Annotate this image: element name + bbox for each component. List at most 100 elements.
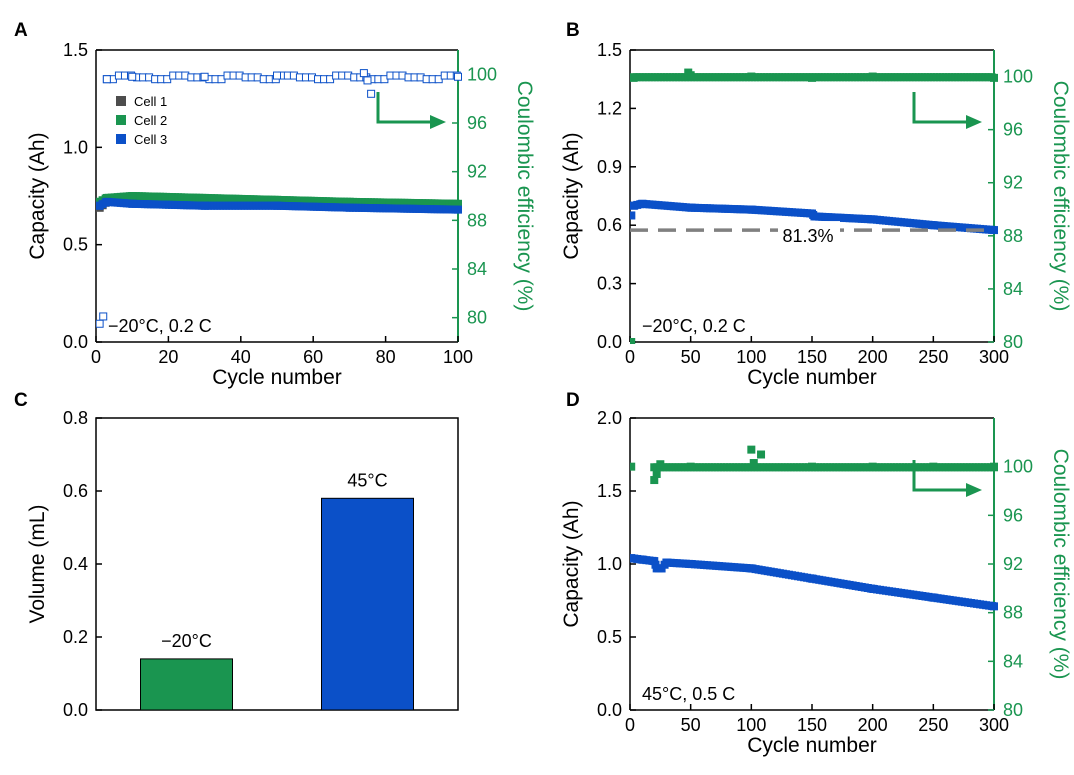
ce-point	[102, 75, 111, 84]
y-tick-label: 0.2	[63, 627, 88, 647]
x-tick-label: 200	[858, 347, 888, 367]
ce-point	[656, 460, 665, 469]
capacity-series-cell-3	[96, 197, 462, 214]
capacity-series-capacity	[630, 199, 998, 235]
y2-tick-label: 92	[1003, 554, 1023, 574]
ce-point	[650, 476, 659, 485]
ce-point	[686, 462, 695, 471]
ce-point	[868, 462, 877, 471]
capacity-point	[454, 199, 462, 208]
ce-point	[652, 469, 661, 478]
capacity-point	[638, 555, 647, 564]
x-tick-label: 0	[91, 347, 101, 367]
panel-d: D 0 50 100 150 200 250 300 0.0 0.5 1.0 1.5 2.0 80 84 88…	[560, 390, 1072, 757]
y-axis-title: Capacity (Ah)	[26, 132, 49, 259]
x-tick-label: 100	[736, 715, 766, 735]
data-layer	[96, 69, 462, 328]
y2-tick-label: 100	[467, 64, 497, 84]
ce-point	[200, 72, 209, 81]
y-tick-label: 0.4	[63, 554, 88, 574]
capacity-point	[990, 226, 998, 235]
y2-tick-label: 92	[467, 162, 487, 182]
capacity-point	[657, 564, 666, 573]
legend-label: Cell 1	[134, 94, 167, 109]
y2-axis-title: Coulombic efficiency (%)	[1049, 81, 1072, 312]
ce-point	[990, 462, 998, 471]
bar	[140, 658, 233, 711]
x-tick-label: 60	[303, 347, 323, 367]
y-tick-label: 0.9	[597, 157, 622, 177]
x-tick-label: 0	[625, 715, 635, 735]
capacity-point	[345, 197, 354, 206]
legend: Cell 1 Cell 2 Cell 3	[116, 94, 167, 147]
ce-point	[128, 72, 137, 81]
ce-point	[749, 459, 758, 468]
panel-letter: B	[566, 20, 580, 41]
capacity-point	[747, 205, 756, 214]
x-tick-label: 50	[681, 347, 701, 367]
ce-series	[630, 68, 998, 344]
retention-label-bg	[778, 221, 840, 244]
capacity-point	[630, 554, 636, 563]
legend-label: Cell 2	[134, 113, 167, 128]
y-tick-label: 0.0	[63, 332, 88, 352]
axis-arrow-head	[430, 115, 446, 129]
y-tick-label: 0.3	[597, 274, 622, 294]
x-tick-label: 100	[736, 347, 766, 367]
ce-point	[757, 450, 766, 459]
y-tick-label: 0.8	[63, 408, 88, 428]
condition-label: 45°C, 0.5 C	[642, 684, 735, 704]
capacity-point	[652, 564, 661, 573]
ce-point	[686, 71, 695, 80]
y2-tick-label: 80	[467, 308, 487, 328]
x-tick-label: 80	[376, 347, 396, 367]
y-tick-label: 0.0	[597, 700, 622, 720]
ce-point	[747, 445, 756, 454]
legend-label: Cell 3	[134, 132, 167, 147]
condition-label: −20°C, 0.2 C	[642, 316, 746, 336]
ce-point	[630, 462, 636, 471]
capacity-point	[273, 195, 281, 204]
y-tick-label: 0.5	[63, 235, 88, 255]
panel-letter: A	[14, 20, 28, 41]
axis-arrow-head	[966, 483, 982, 497]
bar	[321, 497, 414, 711]
legend-marker	[116, 134, 126, 144]
panel-a: A 0 20 40 60 80 100 0.0 0.5 1.0 1.5 80 84 88 92 96 100 Cy…	[14, 20, 536, 389]
panel-letter: C	[14, 390, 28, 411]
x-axis-title: Cycle number	[747, 734, 877, 757]
y2-tick-label: 96	[467, 113, 487, 133]
y2-tick-label: 96	[1003, 120, 1023, 140]
x-tick-label: 150	[797, 715, 827, 735]
ce-point	[273, 71, 281, 80]
legend-marker	[116, 96, 126, 106]
capacity-point	[686, 560, 695, 568]
capacity-point	[128, 199, 137, 208]
capacity-point	[650, 557, 659, 566]
y-tick-label: 1.5	[597, 40, 622, 60]
y2-tick-label: 96	[1003, 505, 1023, 525]
x-tick-label: 40	[231, 347, 251, 367]
panel-letter: D	[566, 390, 580, 411]
ce-point	[990, 73, 998, 82]
x-tick-label: 250	[918, 715, 948, 735]
capacity-point	[454, 205, 462, 214]
ce-point	[747, 72, 756, 81]
axis-arrow-head	[966, 115, 982, 129]
capacity-point	[868, 215, 877, 224]
y2-tick-label: 84	[1003, 651, 1023, 671]
ce-series	[96, 69, 462, 328]
condition-label: −20°C, 0.2 C	[108, 316, 212, 336]
x-tick-label: 0	[625, 347, 635, 367]
bar-label: 45°C	[347, 470, 387, 490]
capacity-series-cell-2	[96, 192, 462, 208]
y2-tick-label: 100	[1003, 67, 1033, 87]
y-axis-title: Capacity (Ah)	[560, 132, 583, 259]
y-tick-label: 1.0	[63, 137, 88, 157]
y2-tick-label: 88	[467, 210, 487, 230]
y2-tick-label: 84	[1003, 279, 1023, 299]
ce-point	[929, 462, 938, 471]
y-tick-label: 1.0	[597, 554, 622, 574]
y2-axis-title: Coulombic efficiency (%)	[1049, 449, 1072, 680]
